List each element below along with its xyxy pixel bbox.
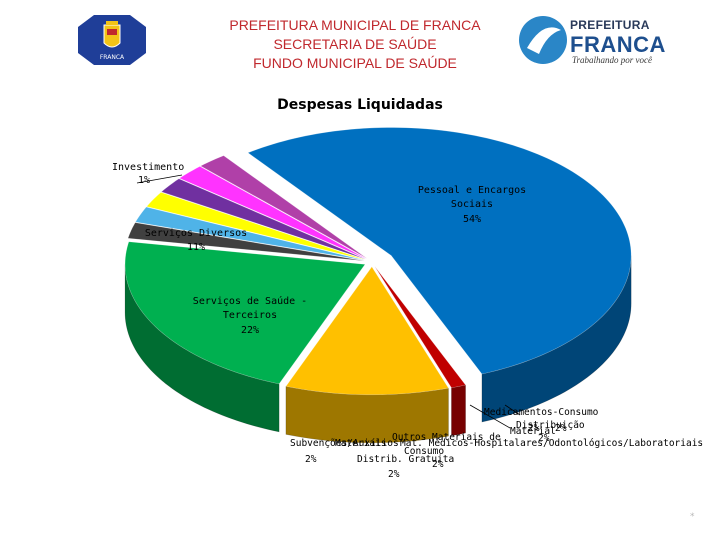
slide-corner-mark: * xyxy=(690,512,695,522)
label-investimento: Investimento 1% xyxy=(112,162,184,186)
label-outros-materiais: Outros Materiais de xyxy=(392,432,501,443)
logo-kicker: PREFEITURA xyxy=(570,18,650,32)
seal-text: FRANCA xyxy=(100,54,125,61)
pie-slice xyxy=(200,155,368,259)
pie-slice-side xyxy=(124,264,280,433)
pie-slice xyxy=(146,191,366,261)
label-distrib-gratuita: Distrib. Gratuita xyxy=(357,454,454,465)
chart-title: Despesas Liquidadas xyxy=(277,97,443,113)
pie-slice xyxy=(285,266,449,396)
header-title: PREFEITURA MUNICIPAL DE FRANCA SECRETARI… xyxy=(190,16,520,73)
label-material: Material xyxy=(510,426,556,437)
logo-name: FRANCA xyxy=(570,32,666,57)
logo-tagline: Trabalhando por você xyxy=(572,55,652,65)
label-pessoal-line2: Sociais xyxy=(451,199,493,210)
header-line-fundo: FUNDO MUNICIPAL DE SAÚDE xyxy=(253,55,457,71)
pie-slice xyxy=(178,166,367,260)
label-servicos-saude: Serviços de Saúde - Terceiros 22% xyxy=(193,295,307,336)
leader-line-material xyxy=(469,404,511,429)
pie-slice-side xyxy=(285,385,449,444)
label-servicos-saude-value: 22% xyxy=(241,325,259,336)
label-pessoal: Pessoal e Encargos Sociais 54% xyxy=(418,185,526,225)
pie-slice xyxy=(124,241,366,385)
prefeitura-franca-logo: PREFEITURA FRANCA Trabalhando por você xyxy=(517,12,667,68)
label-servicos-diversos: Serviços Diversos 11% xyxy=(145,228,247,253)
label-servicos-diversos-name: Serviços Diversos xyxy=(145,228,247,239)
leader-line-investimento xyxy=(136,174,183,184)
pie-slice xyxy=(374,266,467,389)
franca-coat-of-arms-logo: FRANCA xyxy=(78,15,146,65)
label-materiais-pct: 2% xyxy=(388,469,400,480)
leader-line-medicamentos xyxy=(504,404,521,416)
pie-slice xyxy=(160,178,366,260)
label-subvencoes: Subvenções/Auxílios xyxy=(290,438,399,449)
pie-slice xyxy=(127,222,365,262)
pie-slice xyxy=(247,127,632,375)
pie-slices xyxy=(124,127,632,444)
pie-slice-side xyxy=(451,384,466,437)
label-consumo: Consumo xyxy=(404,446,444,457)
label-pessoal-value: 54% xyxy=(463,214,481,225)
label-investimento-name: Investimento xyxy=(112,162,184,173)
label-mat-medicos-pct: 2% xyxy=(555,423,567,434)
label-pessoal-line1: Pessoal e Encargos xyxy=(418,185,526,196)
label-medicos-pct: 2% xyxy=(538,433,550,444)
label-materiais: Materiais xyxy=(335,438,386,449)
label-mat-medicos: Mat. Médicos-Hospitalares/Odontológicos/… xyxy=(400,438,703,449)
label-servicos-saude-line2: Terceiros xyxy=(223,310,277,321)
label-servicos-diversos-value: 11% xyxy=(187,242,205,253)
header-line-prefeitura: PREFEITURA MUNICIPAL DE FRANCA xyxy=(229,17,481,33)
label-outros-pct: 2% xyxy=(432,459,444,470)
label-distrib-pct: 2% xyxy=(528,423,540,434)
label-medicamentos: Medicamentos-Consumo xyxy=(484,407,599,418)
pie-slice xyxy=(134,206,365,261)
label-servicos-saude-line1: Serviços de Saúde - xyxy=(193,295,307,307)
header-line-secretaria: SECRETARIA DE SAÚDE xyxy=(273,36,437,52)
label-distribuicao: Distribuição xyxy=(516,420,585,431)
label-investimento-value: 1% xyxy=(138,175,150,186)
label-subvencoes-pct: 2% xyxy=(305,454,317,465)
